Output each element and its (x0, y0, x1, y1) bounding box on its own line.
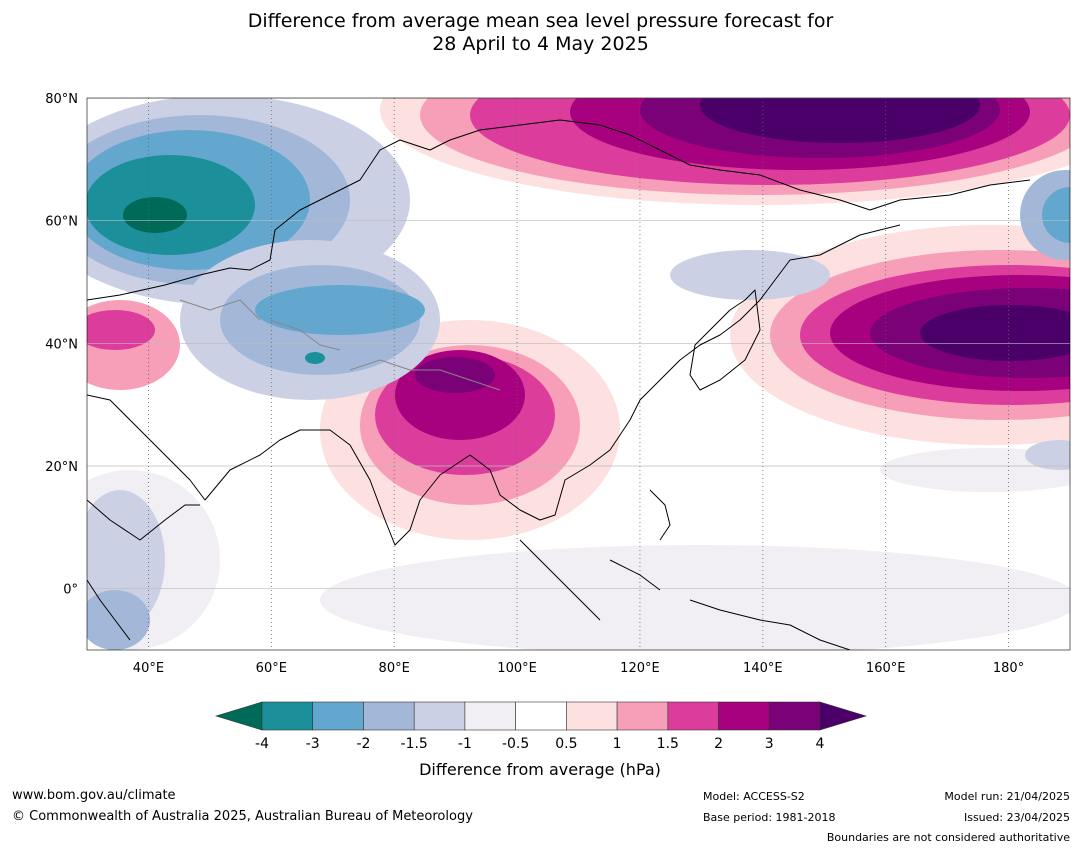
colorbar-tick-label: -2 (356, 736, 370, 752)
colorbar-tick-label: 1 (613, 736, 622, 752)
map-title-line-2: 28 April to 4 May 2025 (432, 33, 649, 55)
latitude-label: 80°N (45, 92, 78, 107)
colorbar-box (515, 701, 567, 731)
colorbar-box (464, 701, 516, 731)
colorbar-box (363, 701, 415, 731)
colorbar-tick-label: -3 (306, 736, 320, 752)
contour-far-east-low-minus2 (1042, 187, 1070, 243)
colorbar-tick-label: 0.5 (555, 736, 577, 752)
contour-central-asia-low-minus2 (255, 285, 425, 335)
latitude-label: 20°N (45, 460, 78, 475)
maritime-asia-coastline (519, 489, 851, 650)
contour-central-asia-low-minus3 (305, 352, 325, 364)
colorbar-box (312, 701, 364, 731)
colorbar-boxes (214, 701, 868, 731)
longitude-label: 140°E (743, 661, 783, 676)
africa-coastline (87, 499, 200, 641)
anomaly-map: 80°N 60°N 40°N 20°N 0° 40°E 60°E 80°E 100°E 120°… (45, 92, 1071, 676)
longitude-label: 60°E (256, 661, 287, 676)
longitude-label: 80°E (379, 661, 410, 676)
footer-copyright: © Commonwealth of Australia 2025, Austra… (12, 809, 473, 824)
colorbar-box (667, 701, 719, 731)
contour-west-high-1p5 (87, 310, 155, 350)
latitude-label: 0° (63, 583, 78, 598)
longitude-label: 100°E (497, 661, 537, 676)
colorbar-extend-low (214, 701, 263, 731)
coastlines (87, 119, 1031, 650)
colorbar-tick-label: 1.5 (657, 736, 679, 752)
latitude-label: 60°N (45, 215, 78, 230)
longitude-label: 160°E (866, 661, 906, 676)
anomaly-contours (87, 98, 1070, 650)
footer-model: Model: ACCESS-S2 (703, 790, 805, 803)
footer-issued: Issued: 23/04/2025 (963, 811, 1070, 824)
colorbar-tick-labels: -4 -3 -2 -1.5 -1 -0.5 0.5 1 1.5 2 3 4 (255, 736, 825, 752)
colorbar-tick-label: 3 (765, 736, 774, 752)
longitude-label: 120°E (620, 661, 660, 676)
contour-subtropical-low-minus0p5 (880, 448, 1070, 492)
colorbar-box (261, 701, 314, 731)
contour-north-high-4 (700, 98, 980, 143)
colorbar-tick-label: 4 (816, 736, 825, 752)
colorbar-tick-label: -4 (255, 736, 269, 752)
footer-disclaimer: Boundaries are not considered authoritat… (826, 831, 1070, 844)
colorbar: -4 -3 -2 -1.5 -1 -0.5 0.5 1 1.5 2 3 4 Difference fr… (214, 701, 868, 779)
longitude-label: 180° (993, 661, 1024, 676)
contour-russia-low-minus4 (123, 197, 187, 233)
colorbar-box (566, 701, 618, 731)
latitude-label: 40°N (45, 337, 78, 352)
contour-pacific-low-minus1 (1025, 440, 1070, 470)
contour-tropical-low-minus0p5 (320, 545, 1070, 650)
footer-model-run: Model run: 21/04/2025 (944, 790, 1070, 803)
colorbar-box (718, 701, 770, 731)
south-asia-coastline (87, 224, 901, 546)
country-boundaries (179, 299, 501, 391)
colorbar-tick-label: 2 (714, 736, 723, 752)
colorbar-label: Difference from average (hPa) (419, 760, 661, 779)
longitude-labels: 40°E 60°E 80°E 100°E 120°E 140°E 160°E 180° (133, 661, 1024, 676)
latitude-labels: 80°N 60°N 40°N 20°N 0° (45, 92, 78, 598)
longitude-label: 40°E (133, 661, 164, 676)
colorbar-tick-label: -1 (458, 736, 472, 752)
footer-url[interactable]: www.bom.gov.au/climate (12, 788, 176, 803)
colorbar-box (768, 701, 821, 731)
colorbar-box (413, 701, 466, 731)
graticule (87, 98, 1070, 650)
contour-pacific-high-4 (920, 305, 1070, 361)
colorbar-box (616, 701, 669, 731)
map-title-line-1: Difference from average mean sea level p… (247, 10, 834, 32)
contour-africa-low-minus1p5 (87, 590, 150, 650)
colorbar-tick-label: -1.5 (401, 736, 428, 752)
arctic-coastline (87, 119, 1031, 301)
colorbar-extend-high (819, 701, 868, 731)
footer-base-period: Base period: 1981-2018 (703, 811, 836, 824)
colorbar-tick-label: -0.5 (502, 736, 529, 752)
map-frame (86, 97, 1071, 651)
contour-ne-asia-low-minus1 (670, 250, 830, 300)
japan-coastline (689, 289, 761, 391)
